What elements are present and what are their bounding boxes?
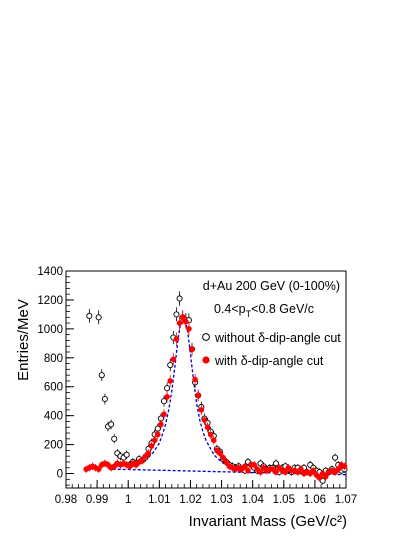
x-tick-label: 0.99 [86, 494, 108, 506]
annotation-pt-subscript: T [246, 309, 252, 319]
data-point-open [332, 454, 339, 461]
data-point-filled [173, 336, 180, 342]
data-point-filled [164, 394, 170, 400]
data-point-filled [201, 417, 208, 423]
data-point-filled [170, 356, 177, 363]
series-with-cut [83, 310, 348, 482]
data-point-filled [341, 463, 348, 470]
x-tick-label: 1.07 [335, 494, 357, 506]
annotation-pt-suffix: <0.8 GeV/c [251, 302, 314, 316]
data-point-open [272, 460, 280, 467]
plot-area-border [65, 270, 347, 489]
data-point-filled [182, 318, 189, 325]
y-tick-label: 800 [44, 353, 63, 365]
y-tick-label: 1200 [37, 295, 63, 307]
data-point-open [176, 295, 183, 302]
data-point-filled [154, 431, 161, 438]
data-point-filled [217, 450, 223, 457]
data-point-open [164, 385, 171, 392]
data-point-filled [245, 467, 251, 474]
y-tick-label: 400 [44, 411, 63, 423]
data-point-filled [158, 421, 164, 428]
y-tick-label: 1000 [37, 324, 63, 336]
data-point-filled [298, 466, 304, 472]
data-point-filled [192, 376, 198, 383]
data-point-open [111, 435, 118, 442]
data-point-filled [316, 475, 323, 481]
data-point-filled [220, 454, 226, 461]
data-point-filled [251, 462, 258, 468]
x-tick-label: 1.01 [148, 494, 170, 506]
data-point-filled [282, 469, 289, 475]
annotation-pt-prefix: 0.4<p [214, 302, 246, 316]
data-point-filled [189, 346, 195, 352]
y-tick-label: 1400 [37, 266, 63, 278]
data-point-open [95, 314, 102, 321]
y-tick-label: 200 [44, 440, 63, 452]
data-point-filled [257, 469, 264, 475]
data-point-filled [95, 466, 102, 472]
series-without-cut [86, 291, 348, 485]
data-point-open [160, 398, 168, 405]
data-point-filled [310, 467, 317, 474]
plot-frame [65, 270, 347, 489]
data-point-open [123, 451, 130, 458]
legend-marker-filled [202, 356, 210, 364]
data-point-filled [148, 443, 155, 449]
data-point-filled [139, 457, 146, 464]
annotation-system: d+Au 200 GeV (0-100%) [203, 279, 340, 293]
axis-ticks: 0.98 0.99 1 1.01 1.02 1.03 1.04 1.05 1.06 1.07 0 20… [37, 266, 357, 506]
data-point-filled [176, 320, 183, 326]
legend: without δ-dip-angle cut with δ-dip-angle… [202, 331, 341, 368]
annotation-pt-range: 0.4<pT<0.8 GeV/c [214, 302, 314, 319]
data-point-open [108, 421, 115, 428]
data-point-filled [204, 424, 211, 431]
x-tick-label: 1.06 [304, 494, 326, 506]
y-tick-label: 0 [57, 469, 63, 481]
x-tick-label: 1 [125, 494, 131, 506]
data-point-filled [145, 450, 152, 457]
data-series [83, 291, 348, 485]
data-point-filled [195, 392, 202, 399]
data-point-filled [322, 473, 329, 480]
x-tick-label: 1.02 [179, 494, 201, 506]
data-point-open [98, 372, 105, 379]
x-tick-label: 1.03 [210, 494, 232, 506]
y-tick-label: 600 [44, 382, 63, 394]
y-axis-title: Entries/MeV [15, 299, 32, 381]
x-axis-title: Invariant Mass (GeV/c²) [189, 513, 347, 530]
legend-label-with-cut: with δ-dip-angle cut [214, 354, 324, 368]
x-tick-label: 1.05 [273, 494, 295, 506]
data-point-open [167, 361, 174, 369]
data-point-filled [179, 314, 186, 321]
data-point-filled [167, 378, 174, 384]
signal-fit-curve [140, 316, 253, 474]
data-point-open [173, 311, 180, 318]
data-point-filled [161, 411, 167, 418]
data-point-filled [151, 437, 158, 444]
data-point-filled [335, 466, 342, 472]
x-tick-label: 1.04 [241, 494, 264, 506]
data-point-filled [210, 437, 217, 444]
legend-marker-open [202, 333, 210, 341]
data-point-open [86, 312, 93, 319]
data-point-filled [198, 407, 205, 413]
data-point-filled [223, 459, 230, 465]
data-point-filled [273, 469, 279, 475]
data-point-filled [207, 431, 214, 438]
data-point-open [101, 395, 108, 403]
x-tick-label: 0.98 [55, 494, 77, 506]
legend-label-without-cut: without δ-dip-angle cut [214, 331, 341, 345]
data-point-filled [186, 326, 192, 332]
data-point-filled [242, 463, 248, 470]
